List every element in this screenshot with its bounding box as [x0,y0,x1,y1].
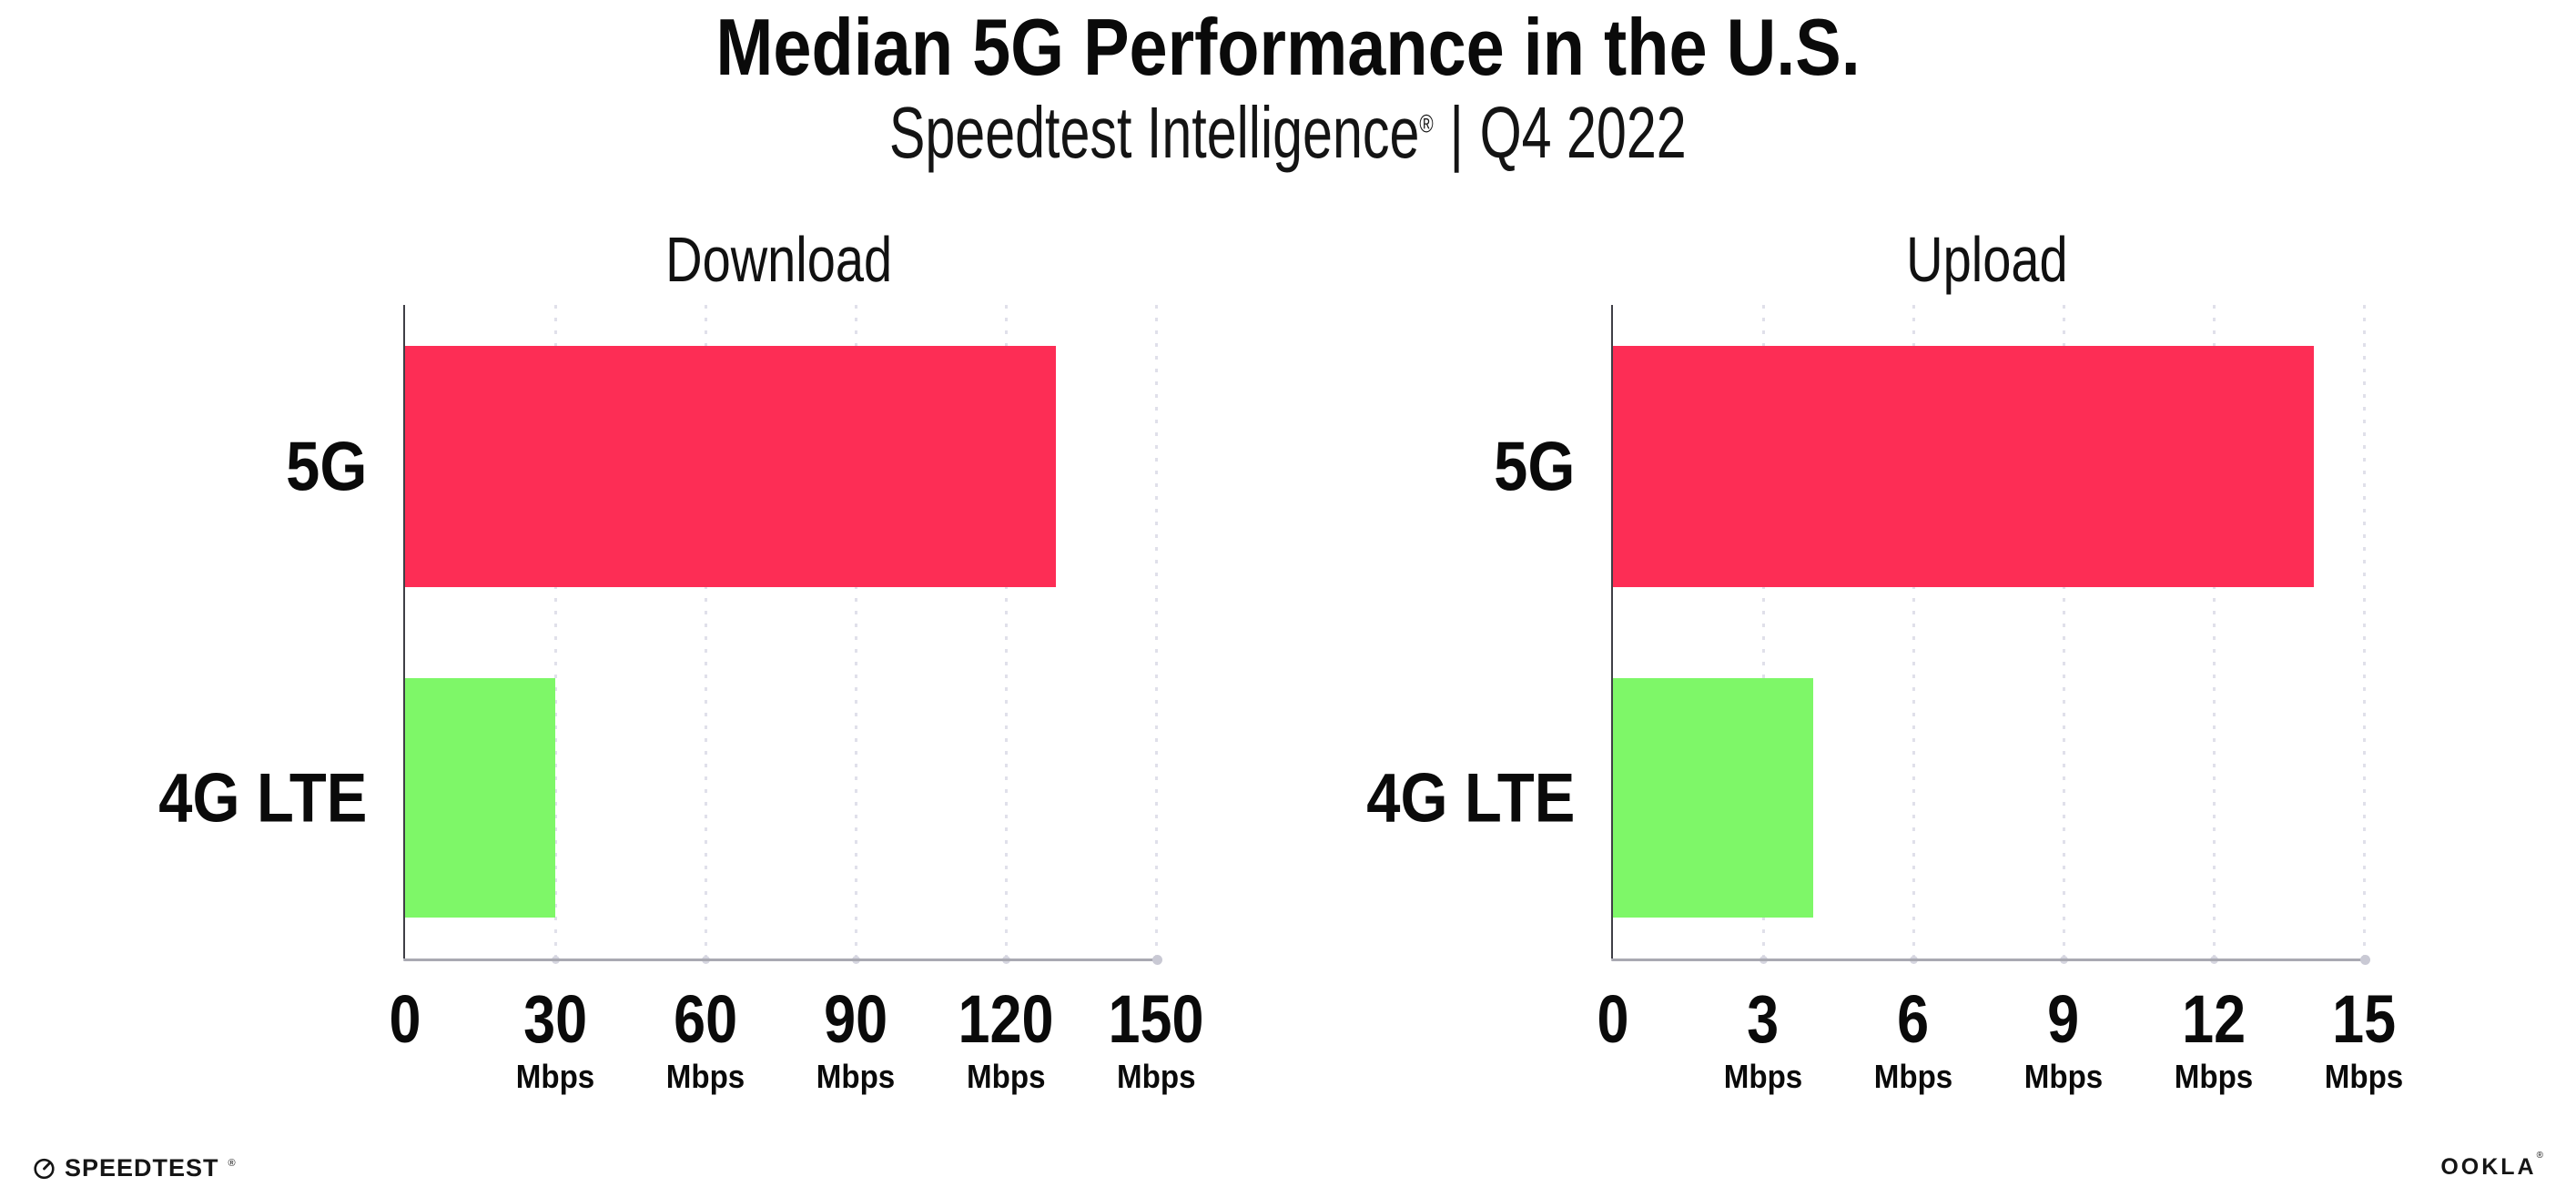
page-title: Median 5G Performance in the U.S. [0,5,2576,89]
charts-row: Download 5G 4G LTE 0 30 Mbps 60 Mbps 90 Mbps 120 Mb… [130,224,2403,1093]
category-label-5g: 5G [285,428,367,505]
speedtest-registered-icon: ® [228,1157,236,1169]
x-tick-download-0: 0 [389,981,421,1057]
ookla-registered-icon: ® [2536,1151,2543,1161]
subtitle-separator: | [1449,92,1465,173]
x-tick-download-90: 90 Mbps [813,986,898,1093]
x-tick-upload-9: 9 Mbps [2021,986,2106,1093]
x-tick-unit-label: Mbps [1723,1058,1803,1095]
plot-area-upload: 0 3 Mbps 6 Mbps 9 Mbps 12 Mbps 15 Mbps [1597,305,2403,1093]
category-label-4g-lte: 4G LTE [157,759,367,837]
panel-title-download: Download [664,224,893,295]
ookla-logo: OOKLA ® [2440,1151,2543,1181]
x-tick-unit-label: Mbps [816,1058,896,1095]
gridline-upload-9 [2063,305,2065,959]
gridline-download-120 [1005,305,1008,959]
x-axis-endcap [2360,955,2370,965]
chart-panel-download: Download 5G 4G LTE 0 30 Mbps 60 Mbps 90 Mbps 120 Mb… [130,224,1204,1093]
subtitle-brand: Speedtest Intelligence [889,92,1420,173]
gridline-upload-3 [1762,305,1765,959]
page-subtitle: Speedtest Intelligence® | Q4 2022 [0,95,2576,171]
plot-area-download: 0 30 Mbps 60 Mbps 90 Mbps 120 Mbps 150 Mbps [390,305,1203,1093]
gridline-upload-6 [1912,305,1915,959]
x-tick-upload-12: 12 Mbps [2171,986,2257,1093]
x-tick-unit-label: Mbps [665,1058,745,1095]
x-tick-upload-15: 15 Mbps [2321,986,2407,1093]
x-tick-upload-3: 3 Mbps [1720,986,1806,1093]
speedtest-logo: SPEEDTEST ® [33,1154,236,1182]
x-tick-upload-0: 0 [1597,981,1629,1057]
chart-panel-upload: Upload 5G 4G LTE 0 3 Mbps 6 Mbps 9 Mbps 12 Mbps 15 Mb… [1338,224,2403,1093]
x-tick-unit-label: Mbps [1873,1058,1953,1095]
x-axis-endcap [1152,955,1162,965]
page-title-text: Median 5G Performance in the U.S. [715,2,1861,92]
x-axis-line-upload [1611,959,2366,961]
ookla-wordmark: OOKLA [2440,1154,2537,1180]
gridline-upload-12 [2213,305,2216,959]
speedtest-gauge-icon [34,1158,55,1180]
x-tick-unit-label: Mbps [2023,1058,2104,1095]
gridline-download-30 [554,305,557,959]
category-label-5g: 5G [1493,428,1575,505]
x-tick-download-60: 60 Mbps [663,986,748,1093]
gridline-download-90 [855,305,857,959]
x-tick-unit-label: Mbps [966,1058,1046,1095]
x-tick-download-30: 30 Mbps [512,986,598,1093]
subtitle-period: Q4 2022 [1479,92,1687,173]
category-label-4g-lte: 4G LTE [1365,759,1575,837]
y-axis-labels-upload: 5G 4G LTE [1338,305,1611,959]
x-tick-unit-label: Mbps [2324,1058,2404,1095]
gridline-upload-15 [2363,305,2366,959]
gridline-download-60 [705,305,707,959]
upload-bar-5g [1613,346,2314,587]
upload-bar-4g-lte [1613,678,1813,918]
x-tick-download-150: 150 Mbps [1100,986,1212,1093]
x-tick-upload-6: 6 Mbps [1871,986,1956,1093]
x-tick-unit-label: Mbps [2174,1058,2254,1095]
x-tick-download-120: 120 Mbps [949,986,1061,1093]
gridline-download-150 [1155,305,1158,959]
download-bar-5g [405,346,1056,587]
x-tick-unit-label: Mbps [1116,1058,1196,1095]
y-axis-labels-download: 5G 4G LTE [130,305,403,959]
x-tick-unit-label: Mbps [515,1058,595,1095]
download-bar-4g-lte [405,678,555,918]
panel-title-upload: Upload [1905,224,2068,295]
registered-mark-icon: ® [1419,109,1434,138]
x-axis-line-download [403,959,1158,961]
speedtest-wordmark: SPEEDTEST [65,1154,219,1182]
